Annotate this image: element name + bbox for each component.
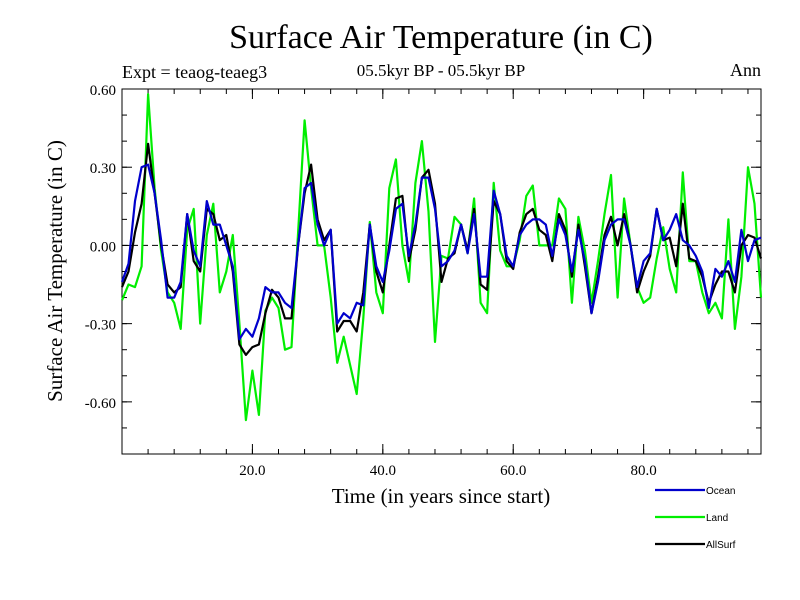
x-tick-label: 40.0 bbox=[370, 463, 396, 479]
y-tick-label: 0.00 bbox=[90, 239, 116, 255]
series-line-allsurf bbox=[120, 142, 763, 356]
legend-label-allsurf: AllSurf bbox=[706, 540, 736, 551]
axis-ticks: 0.60 0.30 0.00 -0.30 -0.60 20.0 40.0 60.0 80.0 bbox=[85, 83, 761, 479]
x-tick-label: 20.0 bbox=[239, 463, 265, 479]
y-tick-label: -0.60 bbox=[85, 396, 116, 412]
x-tick-label: 80.0 bbox=[631, 463, 657, 479]
x-axis-label: Time (in years since start) bbox=[332, 484, 551, 508]
season-label: Ann bbox=[730, 60, 761, 80]
chart-title: Surface Air Temperature (in C) bbox=[229, 19, 653, 56]
y-tick-label: 0.60 bbox=[90, 83, 116, 99]
legend: Ocean Land AllSurf bbox=[655, 486, 736, 551]
series-lines bbox=[120, 93, 763, 422]
experiment-label: Expt = teaog-teaeg3 bbox=[122, 62, 267, 82]
series-line-land bbox=[120, 93, 763, 422]
series-line-ocean bbox=[120, 163, 762, 341]
chart-subtitle: 05.5kyr BP - 05.5kyr BP bbox=[357, 61, 525, 80]
legend-label-land: Land bbox=[706, 513, 728, 524]
y-tick-label: -0.30 bbox=[85, 318, 116, 334]
y-tick-label: 0.30 bbox=[90, 161, 116, 177]
legend-label-ocean: Ocean bbox=[706, 486, 735, 497]
x-tick-label: 60.0 bbox=[500, 463, 526, 479]
y-axis-label: Surface Air Temperature (in C) bbox=[43, 140, 67, 402]
